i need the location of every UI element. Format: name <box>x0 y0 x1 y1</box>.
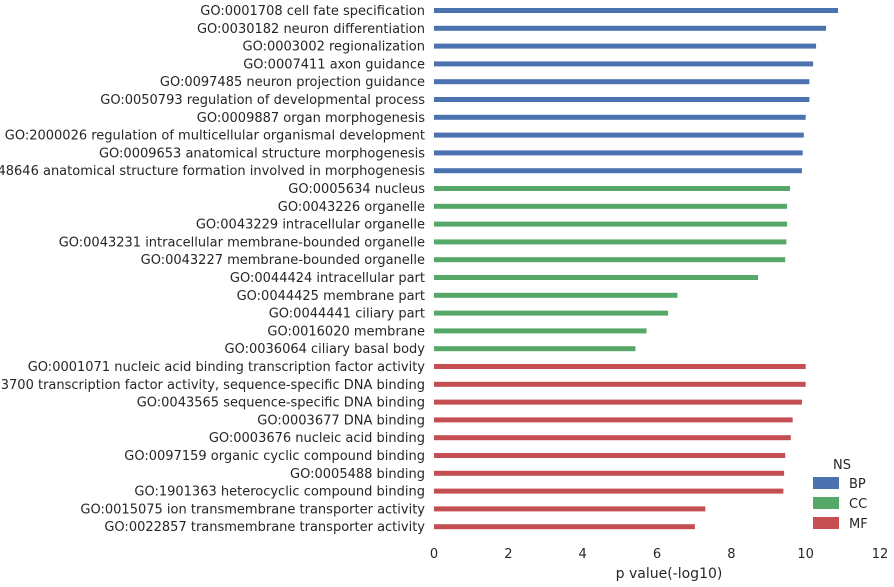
category-label: GO:0001071 nucleic acid binding transcri… <box>28 360 426 375</box>
bar-bp-7 <box>434 132 804 138</box>
bar-cc-10 <box>434 186 791 191</box>
legend-label-mf: MF <box>849 517 868 532</box>
category-label: GO:0015075 ion transmembrane transporter… <box>80 502 425 517</box>
bar-mf-21 <box>434 381 806 387</box>
category-label: GO:0043231 intracellular membrane-bounde… <box>59 235 425 250</box>
legend-label-cc: CC <box>849 497 867 512</box>
bar-bp-9 <box>434 168 802 174</box>
x-tick-label: 12 <box>872 547 889 562</box>
x-tick-label: 0 <box>430 547 438 562</box>
bar-mf-22 <box>434 399 802 405</box>
category-label: GO:0043565 sequence-specific DNA binding <box>137 396 425 411</box>
legend-swatch-bp <box>813 477 839 489</box>
bar-bp-8 <box>434 150 803 156</box>
x-tick-label: 8 <box>727 547 735 562</box>
category-label: GO:0009653 anatomical structure morphoge… <box>99 146 425 161</box>
x-tick-label: 10 <box>797 547 814 562</box>
bar-bp-0 <box>434 8 839 13</box>
bar-mf-23 <box>434 417 793 423</box>
legend: NS BP CC MF <box>813 458 868 532</box>
category-label: GO:0044441 ciliary part <box>269 307 425 322</box>
bar-cc-19 <box>434 346 636 352</box>
bar-bp-6 <box>434 114 806 120</box>
bar-bp-1 <box>434 25 827 31</box>
bar-mf-20 <box>434 364 806 369</box>
x-axis-ticks-group: 0 2 4 6 8 10 12 <box>430 547 888 562</box>
category-label: GO:0043226 organelle <box>278 200 425 215</box>
bar-mf-28 <box>434 506 706 512</box>
category-label: GO:0050793 regulation of developmental p… <box>100 93 425 108</box>
bar-mf-25 <box>434 453 786 458</box>
category-label: GO:0048646 anatomical structure formatio… <box>0 164 425 179</box>
x-axis-title: p value(-log10) <box>616 566 723 582</box>
category-label: GO:1901363 heterocyclic compound binding <box>134 485 425 500</box>
category-label: GO:0005634 nucleus <box>288 182 425 197</box>
legend-title: NS <box>833 458 851 473</box>
bar-cc-18 <box>434 328 647 334</box>
bar-cc-13 <box>434 239 787 245</box>
category-label: GO:0009887 organ morphogenesis <box>197 111 425 126</box>
category-label: GO:0003002 regionalization <box>243 40 425 55</box>
legend-swatch-cc <box>813 497 839 509</box>
category-label: GO:0022857 transmembrane transporter act… <box>104 520 425 535</box>
category-label: GO:0016020 membrane <box>267 324 425 339</box>
category-label: GO:0044425 membrane part <box>237 289 425 304</box>
bar-bp-4 <box>434 79 810 85</box>
bar-cc-11 <box>434 203 788 209</box>
x-tick-label: 4 <box>579 547 587 562</box>
category-label: GO:0003677 DNA binding <box>257 413 425 428</box>
legend-swatch-mf <box>813 517 839 529</box>
category-label: GO:0097159 organic cyclic compound bindi… <box>124 449 425 464</box>
bar-cc-15 <box>434 275 759 280</box>
category-label: GO:0003700 transcription factor activity… <box>0 378 425 393</box>
bar-cc-17 <box>434 310 669 316</box>
bar-cc-14 <box>434 257 786 263</box>
bar-cc-16 <box>434 292 678 298</box>
category-label: GO:0030182 neuron differentiation <box>197 22 425 37</box>
category-label: GO:0043229 intracellular organelle <box>196 218 425 233</box>
category-label: GO:0036064 ciliary basal body <box>225 342 426 357</box>
bar-cc-12 <box>434 221 788 227</box>
x-tick-label: 2 <box>504 547 512 562</box>
bar-mf-27 <box>434 488 784 494</box>
category-label: GO:0003676 nucleic acid binding <box>209 431 425 446</box>
category-label: GO:0043227 membrane-bounded organelle <box>141 253 425 268</box>
bar-mf-29 <box>434 524 695 530</box>
category-label: GO:2000026 regulation of multicellular o… <box>5 129 425 144</box>
bar-bp-5 <box>434 97 810 102</box>
bar-mf-24 <box>434 435 791 441</box>
x-tick-label: 6 <box>653 547 661 562</box>
category-label: GO:0005488 binding <box>290 467 425 482</box>
bar-bp-3 <box>434 61 814 67</box>
bars-group <box>434 8 839 530</box>
legend-label-bp: BP <box>849 477 866 492</box>
bar-bp-2 <box>434 43 817 49</box>
category-label: GO:0007411 axon guidance <box>243 57 425 72</box>
bar-mf-26 <box>434 470 785 476</box>
category-label: GO:0044424 intracellular part <box>230 271 425 286</box>
category-label: GO:0001708 cell fate specification <box>200 4 425 19</box>
category-labels-group: GO:0001708 cell fate specification GO:003… <box>0 4 425 535</box>
category-label: GO:0097485 neuron projection guidance <box>160 75 425 90</box>
